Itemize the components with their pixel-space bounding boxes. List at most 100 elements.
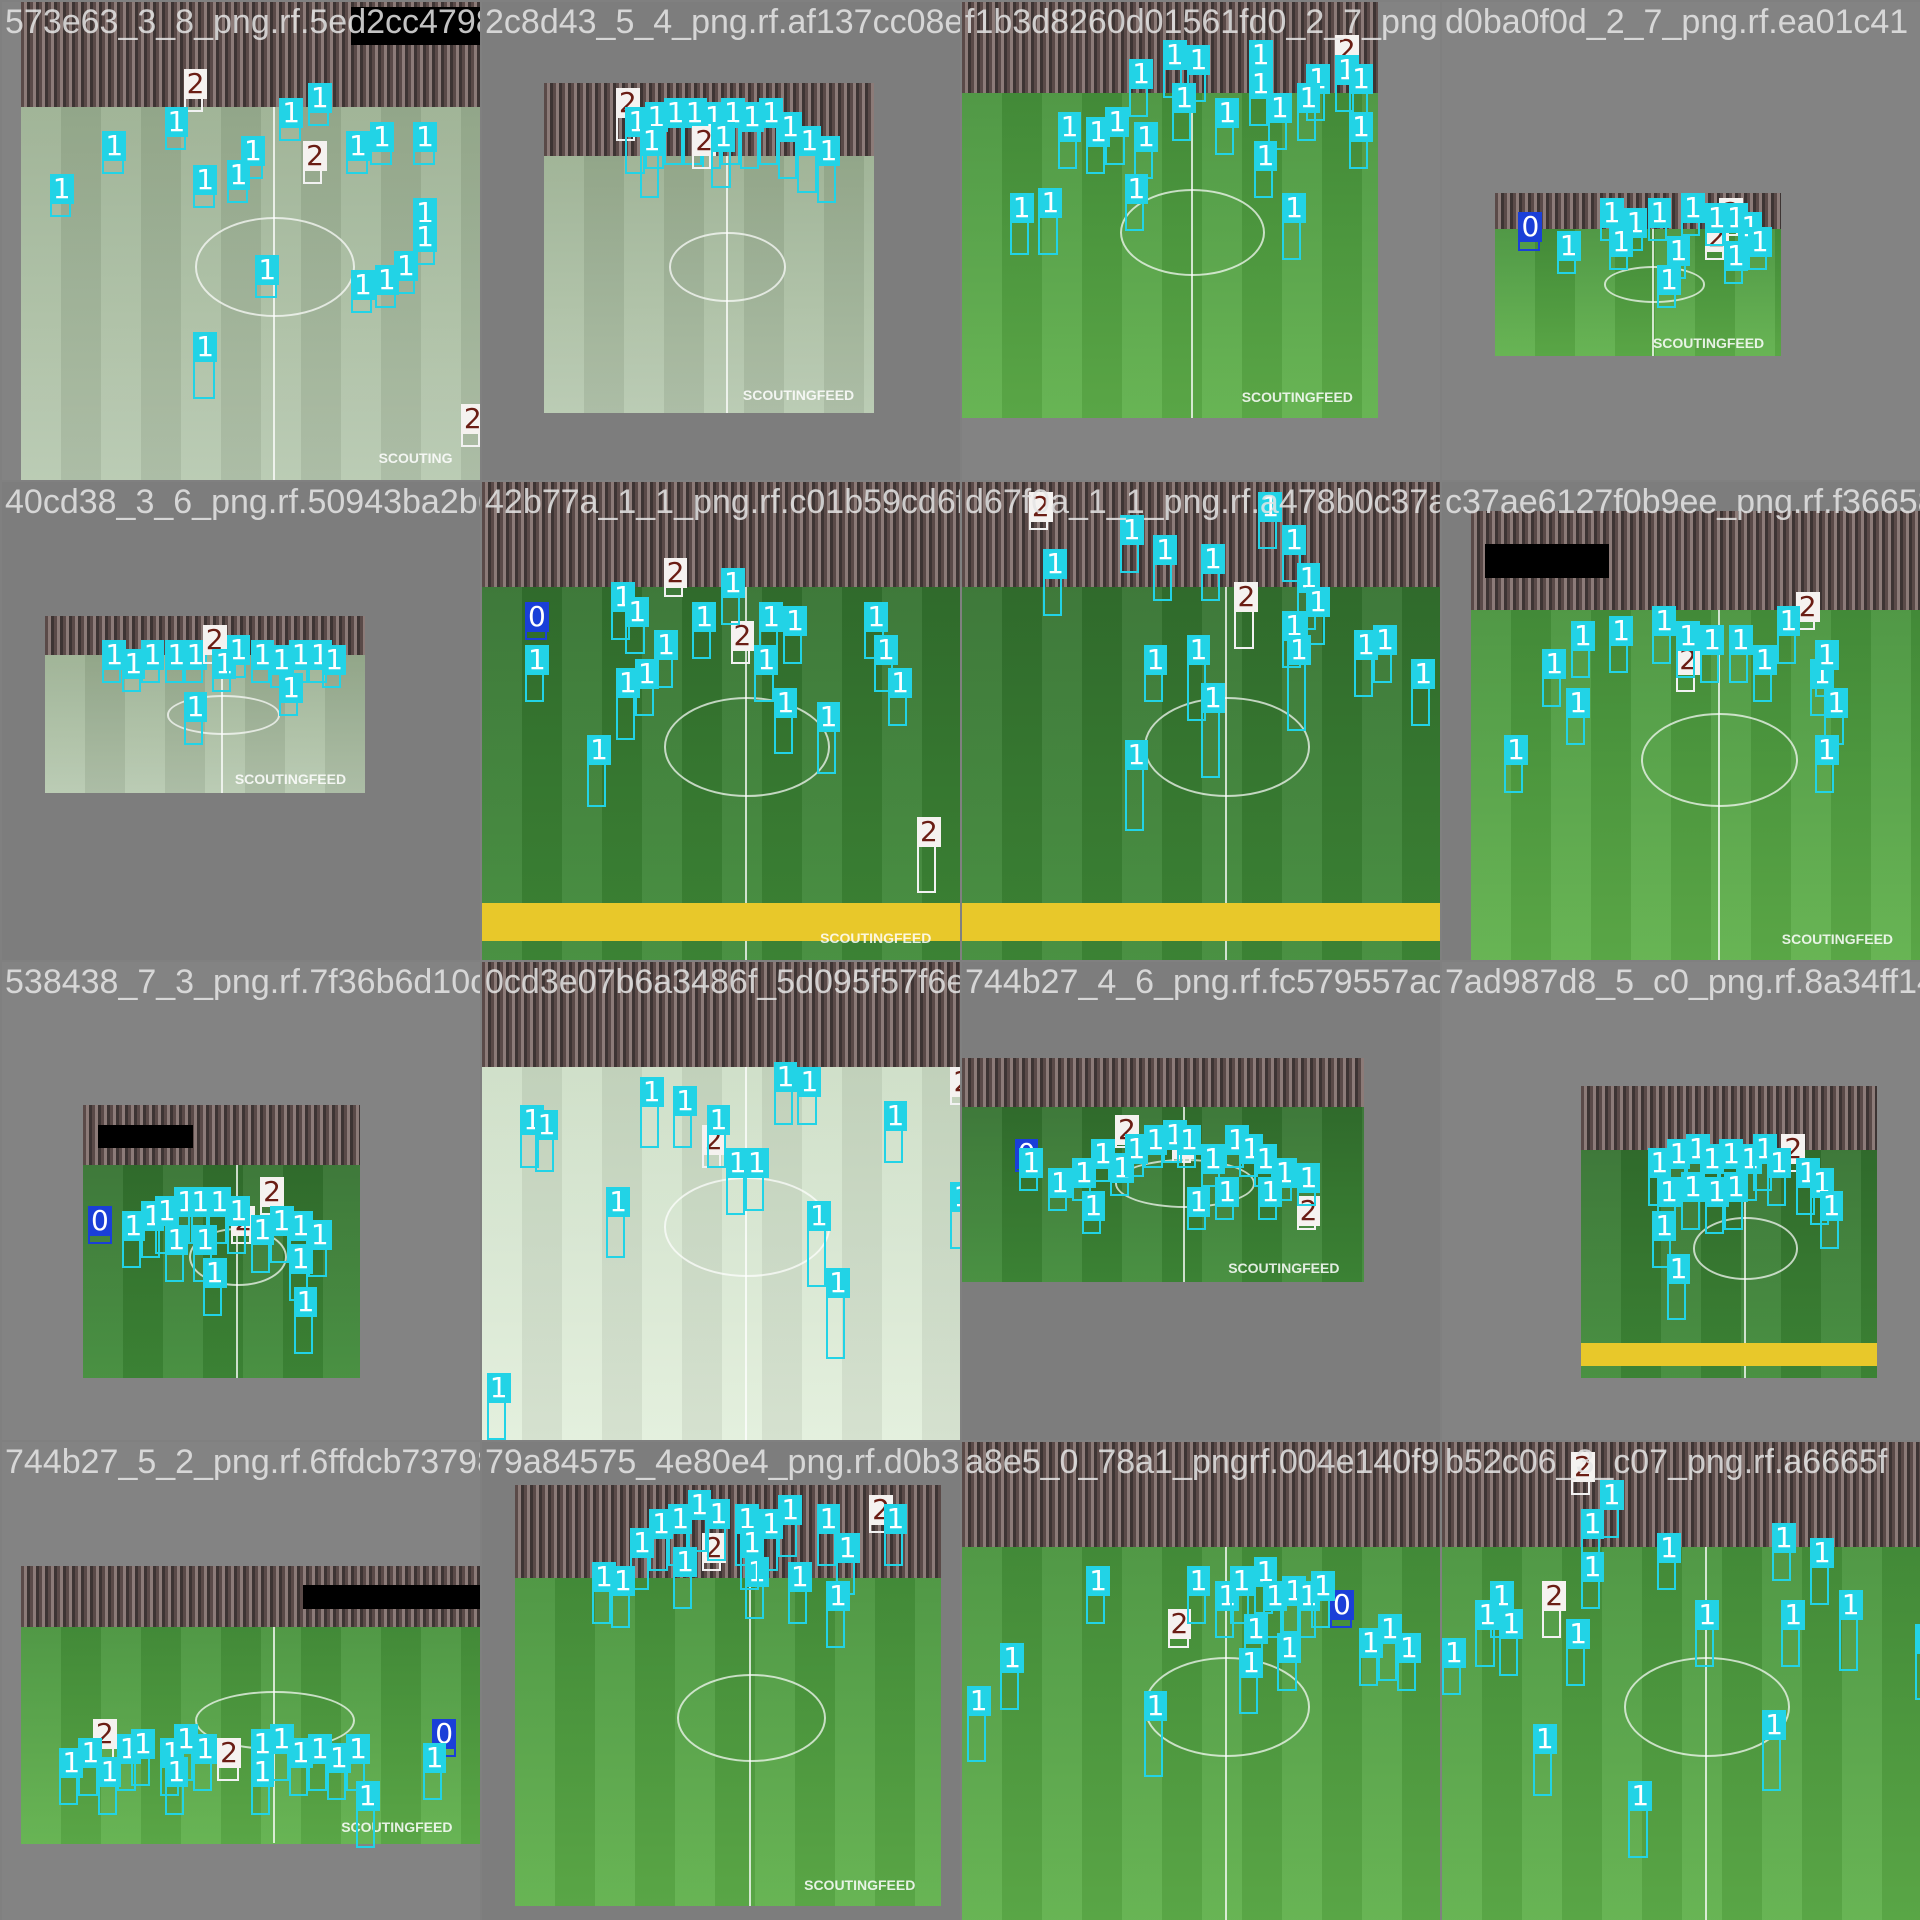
center-circle [677, 1674, 826, 1763]
class-label: 1 [1704, 1177, 1729, 1208]
player-box: 1 [1038, 188, 1063, 256]
player-box: 1 [1267, 92, 1292, 151]
class-label: 1 [59, 1747, 84, 1778]
player-box: 1 [754, 644, 779, 702]
class-label: 1 [873, 634, 898, 665]
player-box: 1 [1504, 735, 1528, 793]
player-box: 1 [1353, 630, 1378, 698]
player-box: 1 [1229, 1566, 1254, 1624]
watermark-text: SCOUTINGFEED [1652, 334, 1765, 351]
goalkeeper-box: 0 [525, 601, 549, 640]
class-label: 1 [740, 102, 764, 133]
class-label: 2 [217, 1738, 241, 1769]
class-label: 1 [883, 1504, 908, 1535]
class-label: 1 [1186, 634, 1211, 665]
player-box: 1 [1124, 1134, 1149, 1178]
class-label: 1 [682, 97, 707, 128]
player-box: 1 [1019, 1148, 1044, 1192]
class-label: 1 [1306, 587, 1330, 618]
class-label: 1 [97, 1757, 122, 1788]
mosaic-tile: SCOUTINGFEED 2 1 1 1 1 1 1 1 1 1 1 1 1 1 1 1 1 1 1 1 1 1 1 f1b3d… [962, 2, 1440, 480]
player-box: 1 [413, 221, 437, 265]
class-label: 1 [1296, 83, 1321, 114]
class-label: 1 [1647, 1148, 1672, 1179]
player-box: 1 [1124, 740, 1149, 831]
class-label: 1 [692, 601, 717, 632]
player-box: 1 [687, 1489, 712, 1552]
player-box: 1 [1153, 534, 1178, 602]
class-label: 1 [673, 1086, 698, 1117]
player-box: 1 [1532, 1724, 1557, 1796]
class-label: 1 [1186, 1566, 1211, 1597]
class-label: 1 [1048, 1167, 1072, 1198]
stadium-crowd [482, 962, 960, 1068]
center-circle [1693, 1217, 1798, 1280]
player-box: 1 [1647, 1148, 1672, 1206]
class-label: 1 [1373, 625, 1397, 656]
class-label: 2 [663, 558, 688, 589]
player-box: 1 [826, 1580, 850, 1648]
class-label: 1 [1609, 226, 1634, 257]
player-box: 1 [525, 644, 549, 702]
player-box: 1 [59, 1747, 84, 1806]
player-box: 1 [327, 1743, 351, 1801]
class-label: 1 [721, 97, 745, 128]
player-box: 1 [374, 264, 399, 308]
player-box: 1 [1657, 264, 1681, 308]
referee-box: 2 [1028, 491, 1053, 530]
player-box: 1 [883, 1504, 908, 1567]
class-label: 1 [1810, 1537, 1834, 1568]
class-label: 1 [1681, 193, 1705, 224]
referee-box: 2 [663, 558, 688, 597]
class-label: 1 [1475, 1599, 1500, 1630]
player-box: 1 [413, 121, 437, 165]
player-box: 1 [711, 121, 736, 189]
class-label: 1 [322, 644, 347, 675]
class-label: 1 [1282, 193, 1307, 224]
player-box: 1 [797, 126, 822, 194]
player-box: 1 [1915, 1623, 1920, 1701]
player-box: 1 [1086, 1566, 1111, 1624]
class-label: 2 [916, 816, 941, 847]
player-box: 1 [778, 111, 803, 179]
player-box: 1 [1172, 83, 1197, 141]
player-box: 1 [121, 649, 146, 693]
watermark-text: SCOUTINGFEED [341, 1819, 453, 1836]
class-label: 1 [1695, 1599, 1720, 1630]
player-box: 1 [807, 1201, 831, 1288]
class-label: 1 [370, 121, 394, 152]
player-box: 1 [193, 1224, 218, 1283]
player-box: 1 [630, 1528, 654, 1591]
player-box: 1 [534, 1110, 559, 1173]
class-label: 1 [1353, 630, 1378, 661]
class-label: 1 [288, 1244, 313, 1275]
player-box: 1 [183, 639, 208, 683]
player-box: 1 [97, 1757, 122, 1815]
class-label: 1 [649, 1508, 674, 1539]
player-box: 1 [1143, 1124, 1168, 1168]
player-box: 1 [778, 1494, 803, 1557]
player-box: 1 [668, 1504, 693, 1567]
class-label: 2 [1028, 491, 1053, 522]
advertising-board [962, 902, 1440, 941]
class-label: 1 [826, 1267, 850, 1298]
player-box: 1 [816, 1504, 841, 1567]
mosaic-tile: SCOUTINGFEED 2 2 1 1 1 1 1 1 1 1 1 1 1 1 1 1 1 1 1 1 79a84575… [482, 1442, 960, 1920]
class-label: 1 [950, 1181, 960, 1212]
player-box: 1 [1700, 625, 1724, 683]
player-box: 1 [1599, 197, 1624, 241]
class-label: 1 [307, 83, 332, 114]
player-box: 1 [1767, 1148, 1791, 1206]
class-label: 1 [1124, 174, 1149, 205]
class-label: 2 [692, 126, 717, 157]
goalkeeper-box: 0 [432, 1719, 457, 1758]
class-label: 1 [639, 126, 664, 157]
player-box: 1 [1310, 1571, 1335, 1629]
class-label: 1 [1253, 1143, 1278, 1174]
player-box: 1 [826, 1267, 850, 1359]
class-label: 1 [1134, 121, 1158, 152]
class-label: 1 [744, 1556, 769, 1587]
class-label: 1 [816, 701, 841, 732]
player-box: 1 [1556, 231, 1581, 275]
player-box: 1 [1647, 197, 1672, 241]
